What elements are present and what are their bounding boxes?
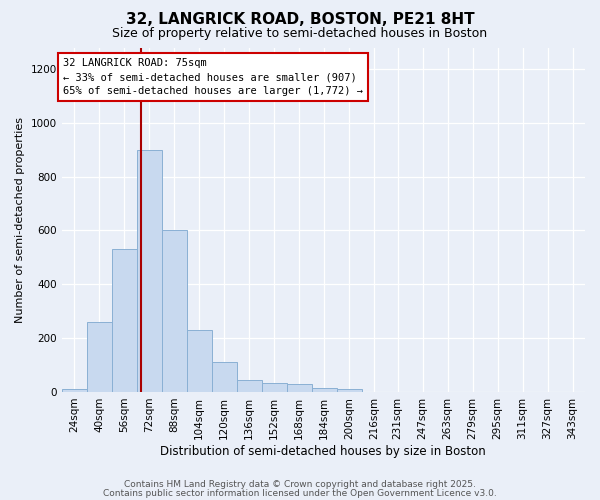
Bar xyxy=(287,384,311,392)
Bar xyxy=(236,380,262,392)
Text: Contains public sector information licensed under the Open Government Licence v3: Contains public sector information licen… xyxy=(103,488,497,498)
Text: 32 LANGRICK ROAD: 75sqm
← 33% of semi-detached houses are smaller (907)
65% of s: 32 LANGRICK ROAD: 75sqm ← 33% of semi-de… xyxy=(63,58,363,96)
Bar xyxy=(161,230,187,392)
Bar xyxy=(311,388,337,392)
Bar xyxy=(262,382,287,392)
Text: Size of property relative to semi-detached houses in Boston: Size of property relative to semi-detach… xyxy=(112,28,488,40)
Bar xyxy=(137,150,161,392)
X-axis label: Distribution of semi-detached houses by size in Boston: Distribution of semi-detached houses by … xyxy=(160,444,486,458)
Bar xyxy=(112,250,137,392)
Bar xyxy=(337,390,362,392)
Bar xyxy=(62,390,86,392)
Text: Contains HM Land Registry data © Crown copyright and database right 2025.: Contains HM Land Registry data © Crown c… xyxy=(124,480,476,489)
Text: 32, LANGRICK ROAD, BOSTON, PE21 8HT: 32, LANGRICK ROAD, BOSTON, PE21 8HT xyxy=(125,12,475,28)
Bar xyxy=(187,330,212,392)
Bar xyxy=(86,322,112,392)
Y-axis label: Number of semi-detached properties: Number of semi-detached properties xyxy=(15,116,25,322)
Bar xyxy=(212,362,236,392)
